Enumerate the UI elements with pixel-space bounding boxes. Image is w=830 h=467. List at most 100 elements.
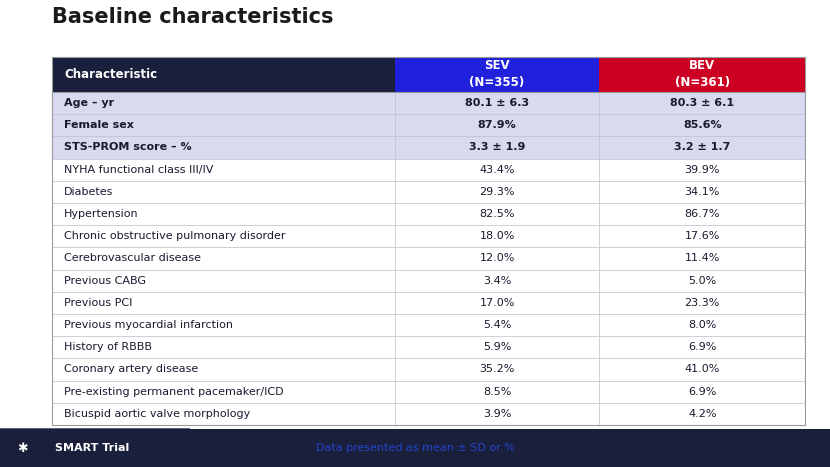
Bar <box>599 136 805 159</box>
Bar <box>599 159 805 181</box>
Bar <box>52 159 394 181</box>
Bar <box>394 403 599 425</box>
Bar <box>599 381 805 403</box>
Bar <box>394 314 599 336</box>
Bar <box>52 269 394 292</box>
Bar <box>394 292 599 314</box>
Bar <box>599 57 805 92</box>
Bar <box>394 181 599 203</box>
Text: 6.9%: 6.9% <box>688 387 716 396</box>
Bar <box>52 225 394 248</box>
Text: ✱: ✱ <box>17 441 27 454</box>
Text: 17.0%: 17.0% <box>480 298 515 308</box>
Text: Previous CABG: Previous CABG <box>64 276 146 286</box>
Text: Characteristic: Characteristic <box>64 68 157 81</box>
Text: Data presented as mean ± SD or %: Data presented as mean ± SD or % <box>315 443 515 453</box>
Text: 18.0%: 18.0% <box>480 231 515 241</box>
Bar <box>394 203 599 225</box>
Bar <box>394 381 599 403</box>
Text: 3.9%: 3.9% <box>483 409 511 419</box>
Text: SEV
(N=355): SEV (N=355) <box>470 59 525 90</box>
Text: Coronary artery disease: Coronary artery disease <box>64 364 198 375</box>
Text: 23.3%: 23.3% <box>685 298 720 308</box>
Text: 11.4%: 11.4% <box>685 254 720 263</box>
Text: 80.1 ± 6.3: 80.1 ± 6.3 <box>465 98 529 108</box>
Text: Bicuspid aortic valve morphology: Bicuspid aortic valve morphology <box>64 409 251 419</box>
Bar <box>0 429 830 467</box>
Bar <box>599 336 805 358</box>
Text: 12.0%: 12.0% <box>480 254 515 263</box>
Bar <box>394 136 599 159</box>
Bar <box>394 57 599 92</box>
Bar <box>52 136 394 159</box>
Text: 17.6%: 17.6% <box>685 231 720 241</box>
Bar <box>599 92 805 114</box>
Text: 35.2%: 35.2% <box>480 364 515 375</box>
Text: 86.7%: 86.7% <box>685 209 720 219</box>
Text: 5.4%: 5.4% <box>483 320 511 330</box>
Text: 8.5%: 8.5% <box>483 387 511 396</box>
Bar <box>599 203 805 225</box>
Text: 4.2%: 4.2% <box>688 409 716 419</box>
Bar <box>52 181 394 203</box>
Text: Hypertension: Hypertension <box>64 209 139 219</box>
Text: 82.5%: 82.5% <box>479 209 515 219</box>
Text: 39.9%: 39.9% <box>685 165 720 175</box>
Bar <box>52 248 394 269</box>
Text: Pre-existing permanent pacemaker/ICD: Pre-existing permanent pacemaker/ICD <box>64 387 284 396</box>
Bar <box>52 292 394 314</box>
Bar <box>599 181 805 203</box>
Text: STS-PROM score – %: STS-PROM score – % <box>64 142 192 152</box>
Text: 3.3 ± 1.9: 3.3 ± 1.9 <box>469 142 525 152</box>
Bar <box>394 248 599 269</box>
Text: Previous PCI: Previous PCI <box>64 298 132 308</box>
Text: 5.0%: 5.0% <box>688 276 716 286</box>
Polygon shape <box>0 429 190 467</box>
Text: Diabetes: Diabetes <box>64 187 114 197</box>
Bar <box>599 114 805 136</box>
Text: 85.6%: 85.6% <box>683 120 721 130</box>
Text: NYHA functional class III/IV: NYHA functional class III/IV <box>64 165 213 175</box>
Text: 41.0%: 41.0% <box>685 364 720 375</box>
Bar <box>599 314 805 336</box>
Text: 29.3%: 29.3% <box>479 187 515 197</box>
Bar <box>394 358 599 381</box>
Text: BEV
(N=361): BEV (N=361) <box>675 59 730 90</box>
Text: 6.9%: 6.9% <box>688 342 716 352</box>
Text: Female sex: Female sex <box>64 120 134 130</box>
Text: Baseline characteristics: Baseline characteristics <box>52 7 334 27</box>
Text: 3.4%: 3.4% <box>483 276 511 286</box>
Bar <box>599 403 805 425</box>
Text: SMART Trial: SMART Trial <box>55 443 129 453</box>
Text: Previous myocardial infarction: Previous myocardial infarction <box>64 320 233 330</box>
Text: 34.1%: 34.1% <box>685 187 720 197</box>
Text: 3.2 ± 1.7: 3.2 ± 1.7 <box>674 142 730 152</box>
Bar <box>599 225 805 248</box>
Bar <box>394 225 599 248</box>
Bar <box>52 203 394 225</box>
Text: 80.3 ± 6.1: 80.3 ± 6.1 <box>670 98 735 108</box>
Bar <box>52 114 394 136</box>
Text: 43.4%: 43.4% <box>479 165 515 175</box>
Bar <box>394 269 599 292</box>
Bar <box>52 92 394 114</box>
Text: Cerebrovascular disease: Cerebrovascular disease <box>64 254 201 263</box>
Bar <box>52 381 394 403</box>
Text: 5.9%: 5.9% <box>483 342 511 352</box>
Text: 87.9%: 87.9% <box>477 120 516 130</box>
Bar <box>599 292 805 314</box>
Bar <box>52 57 394 92</box>
Bar <box>394 114 599 136</box>
Text: 8.0%: 8.0% <box>688 320 716 330</box>
Bar <box>599 248 805 269</box>
Bar <box>394 159 599 181</box>
Text: History of RBBB: History of RBBB <box>64 342 152 352</box>
Bar <box>52 336 394 358</box>
Bar <box>52 314 394 336</box>
Text: Chronic obstructive pulmonary disorder: Chronic obstructive pulmonary disorder <box>64 231 286 241</box>
Text: Age – yr: Age – yr <box>64 98 114 108</box>
Bar <box>52 403 394 425</box>
Bar <box>394 92 599 114</box>
Bar <box>52 358 394 381</box>
Bar <box>599 358 805 381</box>
